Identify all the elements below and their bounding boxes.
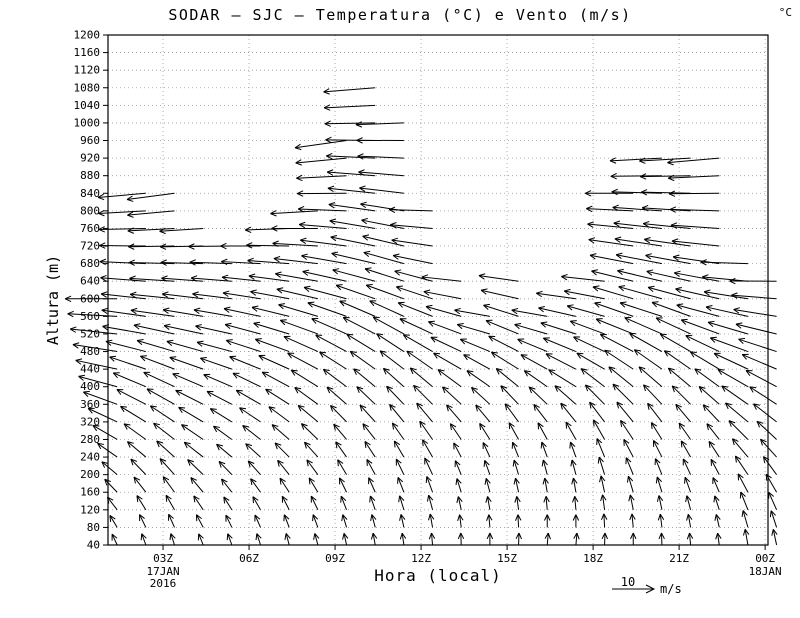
y-tick-label: 720	[80, 240, 100, 253]
y-tick-label: 280	[80, 433, 100, 446]
y-tick-label: 240	[80, 451, 100, 464]
y-tick-label: 160	[80, 486, 100, 499]
y-tick-label: 1080	[74, 81, 101, 94]
tick-marks	[103, 34, 766, 550]
axes-frame	[107, 34, 769, 546]
gridlines	[108, 34, 768, 546]
y-tick-label: 920	[80, 152, 100, 165]
unit-label: °C	[778, 6, 792, 19]
y-tick-label: 440	[80, 363, 100, 376]
y-tick-label: 320	[80, 415, 100, 428]
y-tick-label: 1000	[74, 116, 101, 129]
y-tick-label: 880	[80, 169, 100, 182]
y-tick-label: 640	[80, 275, 100, 288]
y-tick-label: 760	[80, 222, 100, 235]
y-tick-label: 1200	[74, 29, 101, 42]
tick-labels: 40 80 120 160 200 240 280 320 360 400 440 480 520 560…	[74, 29, 782, 591]
x-axis-label: Hora (local)	[374, 566, 502, 585]
x-tick-label: 00Z	[755, 552, 775, 565]
x-tick-label: 03Z	[153, 552, 173, 565]
y-tick-label: 840	[80, 187, 100, 200]
y-tick-label: 1120	[74, 64, 101, 77]
y-tick-label: 1160	[74, 46, 101, 59]
y-tick-label: 680	[80, 257, 100, 270]
x-tick-label: 15Z	[497, 552, 517, 565]
x-date-label: 18JAN	[749, 565, 782, 578]
x-date-label: 17JAN	[146, 565, 179, 578]
x-tick-label: 06Z	[239, 552, 259, 565]
x-tick-label: 21Z	[669, 552, 689, 565]
reference-vector-value: 10	[621, 575, 635, 589]
y-tick-label: 520	[80, 327, 100, 340]
x-tick-label: 18Z	[583, 552, 603, 565]
y-tick-label: 480	[80, 345, 100, 358]
chart-title: SODAR – SJC – Temperatura (°C) e Vento (…	[168, 6, 632, 24]
wind-vectors	[64, 87, 778, 546]
y-tick-label: 80	[87, 521, 100, 534]
y-tick-label: 400	[80, 380, 100, 393]
x-tick-label: 09Z	[325, 552, 345, 565]
reference-vector-arrowhead-icon	[645, 584, 656, 594]
y-tick-label: 800	[80, 204, 100, 217]
y-tick-label: 40	[87, 539, 100, 552]
reference-vector-unit: m/s	[660, 582, 682, 596]
y-tick-label: 600	[80, 292, 100, 305]
y-axis-label: Altura (m)	[44, 255, 62, 345]
x-tick-label: 12Z	[411, 552, 431, 565]
y-tick-label: 1040	[74, 99, 101, 112]
y-tick-label: 560	[80, 310, 100, 323]
y-tick-label: 200	[80, 468, 100, 481]
y-tick-label: 960	[80, 134, 100, 147]
y-tick-label: 120	[80, 503, 100, 516]
x-date-label: 2016	[150, 577, 177, 590]
reference-vector: 10 m/s	[612, 575, 682, 596]
y-tick-label: 360	[80, 398, 100, 411]
